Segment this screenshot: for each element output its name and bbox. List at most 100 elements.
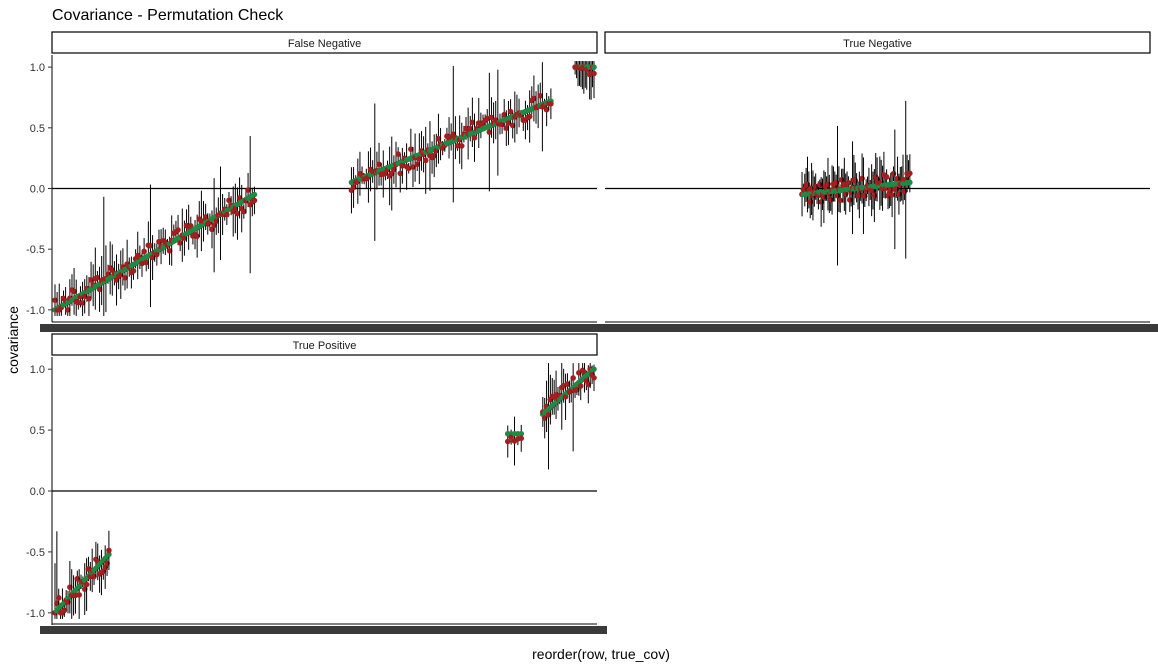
- estimate-point: [827, 196, 834, 203]
- estimate-point: [526, 113, 533, 120]
- x-tick-labels-overplotted: [40, 626, 607, 634]
- estimate-point: [570, 375, 576, 381]
- x-tick-labels-overplotted: [40, 324, 607, 332]
- estimate-point: [194, 233, 200, 239]
- estimate-point: [139, 260, 145, 267]
- estimate-point: [591, 375, 597, 381]
- estimate-point: [234, 210, 241, 217]
- estimate-point: [469, 119, 476, 126]
- x-axis-title: reorder(row, true_cov): [532, 646, 670, 662]
- estimate-point: [122, 275, 128, 281]
- estimate-point: [88, 277, 94, 283]
- true-value-point: [591, 64, 597, 70]
- y-tick-label: -0.5: [26, 547, 45, 559]
- estimate-point: [577, 383, 584, 389]
- estimate-point: [52, 297, 58, 303]
- estimate-point: [154, 251, 160, 258]
- estimate-point: [96, 286, 103, 293]
- estimate-point: [816, 181, 823, 188]
- estimate-point: [226, 197, 232, 204]
- estimate-point: [75, 299, 82, 306]
- y-axis-title: covariance: [5, 306, 21, 374]
- y-tick-label: 1.0: [30, 62, 45, 74]
- estimate-point: [896, 191, 902, 197]
- true-value-point: [518, 430, 525, 437]
- estimate-point: [422, 157, 429, 164]
- estimate-point: [251, 197, 258, 204]
- estimate-point: [821, 193, 827, 200]
- estimate-point: [883, 174, 890, 180]
- facet-strip-label: False Negative: [288, 38, 361, 50]
- estimate-point: [833, 179, 839, 186]
- estimate-point: [889, 192, 895, 198]
- estimate-point: [837, 197, 844, 204]
- estimate-point: [871, 192, 878, 199]
- y-tick-label: -0.5: [26, 244, 45, 256]
- estimate-point: [408, 146, 414, 152]
- estimate-point: [391, 166, 397, 173]
- estimate-point: [467, 125, 474, 132]
- estimate-point: [503, 125, 510, 131]
- facet-strip-label: True Negative: [843, 38, 912, 50]
- estimate-point: [507, 108, 514, 115]
- estimate-point: [209, 226, 215, 233]
- estimate-point: [376, 161, 382, 168]
- estimate-point: [241, 208, 247, 215]
- y-tick-label: 0.0: [30, 184, 45, 196]
- estimate-point: [501, 111, 508, 118]
- estimate-point: [499, 121, 505, 128]
- estimate-point: [166, 247, 173, 254]
- facet-strip: [604, 31, 1151, 54]
- estimate-point: [505, 120, 512, 126]
- estimate-point: [76, 592, 82, 598]
- estimate-point: [825, 181, 831, 187]
- true-value-point: [591, 366, 597, 372]
- estimate-point: [55, 595, 62, 601]
- estimate-point: [894, 175, 901, 182]
- estimate-point: [807, 199, 814, 205]
- estimate-point: [537, 92, 544, 99]
- facet-strip: [51, 333, 598, 356]
- estimate-point: [64, 307, 71, 313]
- estimate-point: [181, 235, 188, 241]
- estimate-point: [213, 218, 220, 224]
- estimate-point: [149, 254, 156, 261]
- estimate-point: [846, 197, 853, 203]
- estimate-point: [350, 184, 357, 191]
- estimate-point: [399, 162, 406, 169]
- y-tick-label: -1.0: [26, 305, 45, 317]
- estimate-point: [458, 143, 465, 149]
- x-tick-labels-overplotted: [593, 324, 1158, 332]
- y-tick-label: 1.0: [30, 364, 45, 376]
- estimate-point: [431, 152, 437, 159]
- estimate-point: [81, 293, 88, 300]
- estimate-point: [405, 165, 412, 172]
- estimate-point: [245, 187, 251, 193]
- estimate-point: [509, 122, 516, 129]
- estimate-point: [395, 151, 401, 157]
- estimate-point: [504, 438, 511, 445]
- estimate-point: [224, 211, 230, 218]
- estimate-point: [845, 179, 852, 186]
- estimate-point: [859, 175, 865, 182]
- facet-strip-label: True Positive: [293, 340, 357, 352]
- estimate-point: [518, 435, 525, 442]
- estimate-point: [147, 243, 154, 249]
- estimate-point: [901, 188, 908, 195]
- estimate-point: [852, 177, 859, 184]
- estimate-point: [130, 268, 137, 274]
- estimate-point: [414, 161, 421, 168]
- y-tick-label: 0.5: [30, 123, 45, 135]
- estimate-point: [531, 95, 537, 102]
- y-tick-label: 0.5: [30, 425, 45, 437]
- estimate-point: [143, 259, 150, 266]
- estimate-point: [202, 214, 209, 220]
- estimate-point: [435, 135, 442, 142]
- estimate-point: [106, 547, 112, 554]
- estimate-point: [454, 143, 461, 149]
- estimate-point: [804, 181, 811, 188]
- estimate-point: [177, 240, 183, 246]
- estimate-point: [71, 288, 77, 295]
- true-value-point: [907, 179, 913, 186]
